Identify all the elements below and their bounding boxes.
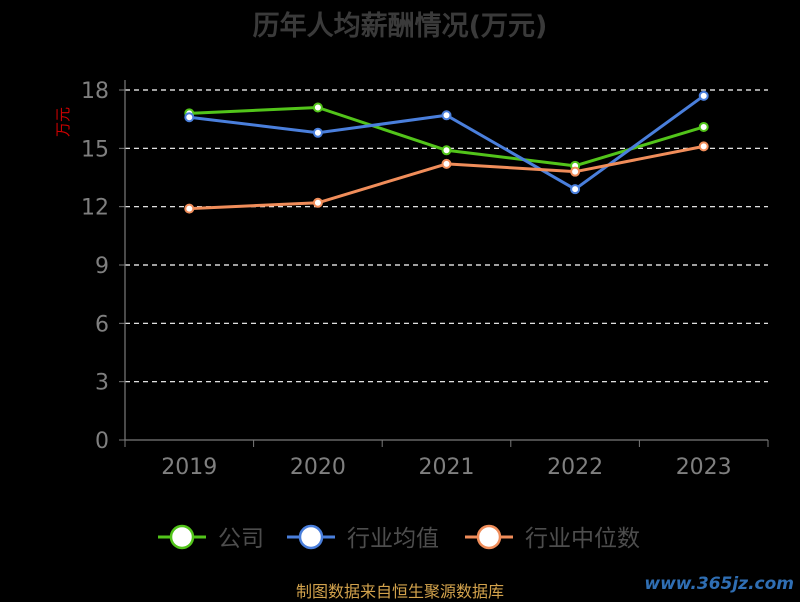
x-tick-label: 2021	[419, 455, 475, 480]
legend-marker	[298, 524, 324, 550]
y-tick-label: 15	[81, 137, 109, 162]
data-point[interactable]	[570, 184, 581, 195]
data-point[interactable]	[570, 166, 581, 177]
data-point[interactable]	[312, 127, 323, 138]
series-layer	[184, 90, 709, 214]
y-tick-label: 9	[95, 254, 109, 279]
legend-marker	[169, 524, 195, 550]
x-tick-label: 2023	[676, 455, 732, 480]
source-note: 制图数据来自恒生聚源数据库	[295, 582, 504, 601]
series-line-2	[187, 144, 706, 211]
data-point[interactable]	[698, 121, 709, 132]
x-tick-label: 2022	[547, 455, 603, 480]
watermark: www.365jz.com	[644, 574, 794, 594]
data-point[interactable]	[441, 158, 452, 169]
data-point[interactable]	[312, 197, 323, 208]
legend-label[interactable]: 公司	[218, 526, 264, 552]
y-tick-label: 3	[95, 371, 109, 396]
axis-layer: 0 3 6 9 12 15 18 2019 2020 2021 2022 2023 万元	[54, 79, 769, 480]
x-tick-label: 2020	[290, 455, 346, 480]
data-point[interactable]	[184, 112, 195, 123]
chart-title: 历年人均薪酬情况(万元)	[252, 11, 548, 42]
grid-layer	[125, 89, 768, 383]
data-point[interactable]	[698, 90, 709, 101]
x-tick-label: 2019	[161, 455, 217, 480]
y-tick-label: 12	[81, 196, 109, 221]
data-point[interactable]	[184, 203, 195, 214]
data-point[interactable]	[312, 102, 323, 113]
y-axis-label: 万元	[54, 107, 72, 137]
data-point[interactable]	[441, 145, 452, 156]
y-tick-label: 0	[95, 429, 109, 454]
data-point[interactable]	[441, 110, 452, 121]
legend-label[interactable]: 行业均值	[347, 526, 439, 552]
legend-label[interactable]: 行业中位数	[525, 526, 640, 552]
legend-marker	[476, 524, 502, 550]
data-point[interactable]	[698, 141, 709, 152]
y-tick-label: 6	[95, 312, 109, 337]
y-tick-label: 18	[81, 79, 109, 104]
legend: 公司 行业均值 行业中位数	[158, 524, 640, 552]
